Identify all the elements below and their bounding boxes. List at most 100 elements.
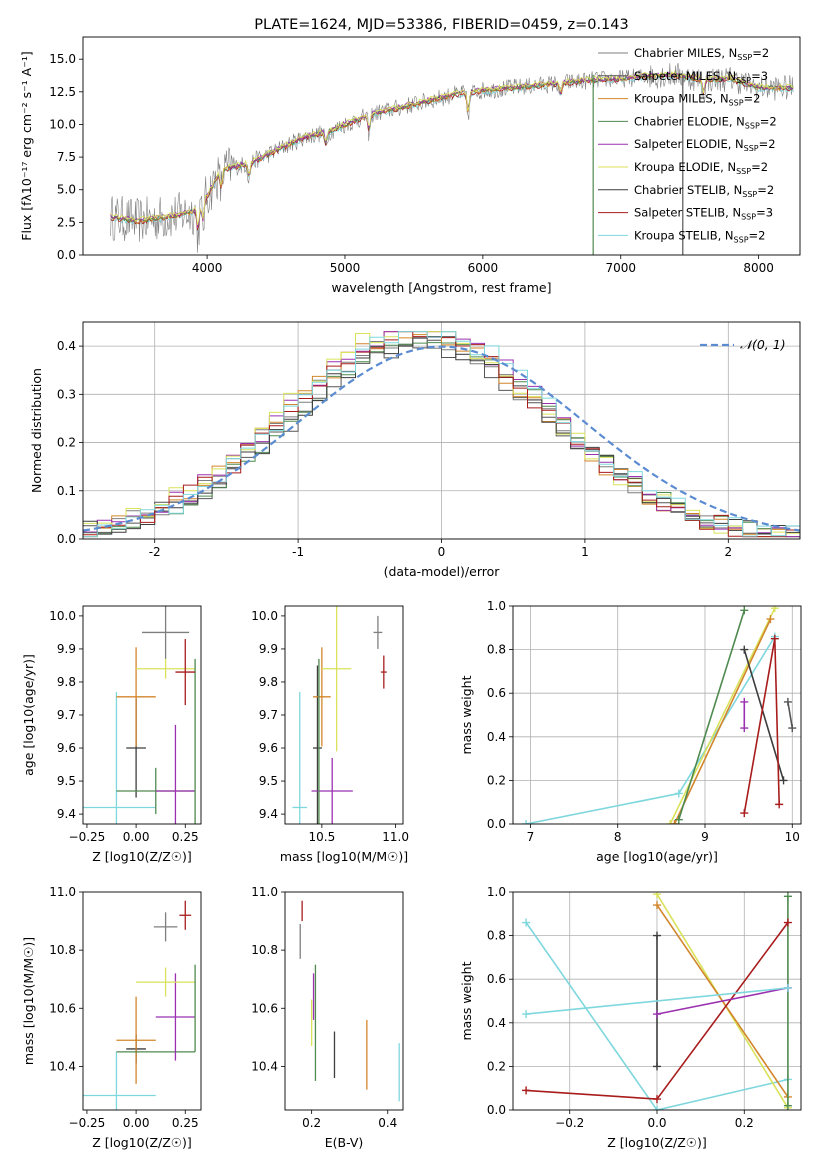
y-tick-label: 0.0 xyxy=(487,1103,506,1117)
y-tick-label: 0.4 xyxy=(487,1016,506,1030)
y-tick-label: 12.5 xyxy=(49,85,76,99)
errorbar-point xyxy=(179,900,192,930)
x-axis-label: E(B-V) xyxy=(325,1135,364,1150)
legend-label-text: Salpeter STELIB, N xyxy=(634,206,741,220)
weight-marker xyxy=(522,1086,531,1095)
legend-label: Kroupa MILES, NSSP=2 xyxy=(634,92,760,108)
y-tick-label: 9.8 xyxy=(57,675,76,689)
legend-label: 𝒩(0, 1) xyxy=(740,337,786,352)
weight-marker xyxy=(740,809,749,818)
weight-line xyxy=(673,618,772,824)
errorbar-point xyxy=(142,606,190,659)
x-tick-label: 10.5 xyxy=(309,830,336,844)
legend-label-value: =2 xyxy=(744,92,761,106)
errorbar-point xyxy=(116,996,156,1084)
y-axis-label: mass weight xyxy=(459,961,474,1040)
y-tick-label: 0.6 xyxy=(487,972,506,986)
weight-line xyxy=(656,987,789,1015)
weight-marker xyxy=(783,697,792,706)
y-tick-label: 9.8 xyxy=(259,675,278,689)
legend-label: Kroupa STELIB, NSSP=2 xyxy=(634,228,765,244)
normal-curve xyxy=(83,345,800,532)
weight-marker xyxy=(653,901,661,910)
y-tick-label: 0.0 xyxy=(57,248,76,262)
weight-line xyxy=(669,607,776,824)
legend-label-sub: SSP xyxy=(729,99,744,108)
weight-line xyxy=(678,610,746,820)
plot-area xyxy=(513,606,801,824)
weight-marker xyxy=(674,789,683,798)
x-tick-label: 6000 xyxy=(468,261,499,275)
axes-frame xyxy=(82,36,801,256)
y-tick-label: 9.7 xyxy=(57,708,76,722)
plot-area xyxy=(513,892,801,1110)
errorbar-point xyxy=(83,691,156,824)
y-tick-label: 9.4 xyxy=(259,807,278,821)
x-axis-label: (data-model)/error xyxy=(384,564,501,579)
weight-marker xyxy=(653,1106,661,1110)
x-tick-label: 7 xyxy=(527,830,535,844)
y-axis-label: Normed distribution xyxy=(29,368,44,493)
errorbar-point xyxy=(313,665,322,824)
weight-marker xyxy=(653,1095,661,1104)
x-tick-label: -2 xyxy=(149,545,161,559)
legend-label: Chabrier STELIB, NSSP=2 xyxy=(634,183,774,199)
legend-label-text: Chabrier ELODIE, N xyxy=(634,114,745,128)
legend-label: Chabrier MILES, NSSP=2 xyxy=(634,46,769,62)
weight-line xyxy=(526,987,788,1015)
y-tick-label: 0.2 xyxy=(487,773,506,787)
y-tick-label: 10.4 xyxy=(49,1059,76,1073)
legend-label-text: Salpeter MILES, N xyxy=(634,69,736,83)
y-axis-label: mass weight xyxy=(459,675,474,754)
weight-marker xyxy=(522,1010,531,1019)
plot-area xyxy=(83,606,196,824)
x-tick-label: 9 xyxy=(701,830,709,844)
y-tick-label: 10.0 xyxy=(251,609,278,623)
x-tick-label: 10 xyxy=(785,830,800,844)
legend-label: Salpeter STELIB, NSSP=3 xyxy=(634,206,773,222)
legend-label-value: =2 xyxy=(751,160,768,174)
y-tick-label: 0.3 xyxy=(57,387,76,401)
legend-label-value: =2 xyxy=(752,46,769,60)
y-tick-label: 0.0 xyxy=(487,817,506,831)
axes-frame xyxy=(82,891,202,1111)
y-tick-label: 0.8 xyxy=(487,643,506,657)
legend-label-value: =3 xyxy=(756,206,773,220)
errorbar-point xyxy=(116,647,156,747)
legend-label-text: Salpeter ELODIE, N xyxy=(634,137,744,151)
y-tick-label: 10.8 xyxy=(251,943,278,957)
legend-label-text: Kroupa STELIB, N xyxy=(634,228,734,242)
weight-marker xyxy=(740,606,749,615)
y-tick-label: 9.6 xyxy=(57,741,76,755)
x-tick-label: 7000 xyxy=(605,261,636,275)
legend-label-text: Chabrier MILES, N xyxy=(634,46,737,60)
x-axis-label: Z [log10(Z/Z☉)] xyxy=(607,1135,707,1150)
errorbar-point xyxy=(292,691,308,824)
x-tick-label: −0.25 xyxy=(69,1116,106,1130)
weight-marker xyxy=(783,918,792,927)
weight-line xyxy=(525,636,776,824)
errorbar-point xyxy=(380,655,387,689)
weight-marker xyxy=(766,615,775,624)
y-tick-label: 9.9 xyxy=(57,642,76,656)
plot-area xyxy=(83,322,800,539)
axes-weight-vs-Z: −0.2 0.0 0.2 0.0 0.2 0.4 0.6 0.8 1.0 Z [log10(Z/Z… xyxy=(459,885,802,1150)
x-tick-label: 8 xyxy=(614,830,622,844)
y-tick-label: 15.0 xyxy=(49,52,76,66)
axes-age-vs-mass: 10.5 11.0 9.4 9.5 9.6 9.7 9.8 9.9 10.0 mass [log1… xyxy=(251,605,409,864)
legend-label-sub: SSP xyxy=(742,190,757,199)
x-tick-label: 8000 xyxy=(743,261,774,275)
axes-mass-vs-ebv: 0.2 0.4 10.4 10.6 10.8 11.0 E(B-V) xyxy=(251,885,404,1150)
plot-area xyxy=(299,900,400,1102)
x-tick-label: 0.2 xyxy=(302,1116,321,1130)
weight-marker xyxy=(788,724,797,733)
errorbar-point xyxy=(373,615,383,649)
weight-marker xyxy=(783,892,792,901)
axes-age-vs-Z: −0.25 0.00 0.25 9.4 9.5 9.6 9.7 9.8 9.9 10.0 Z [lo… xyxy=(21,605,202,864)
axes-frame xyxy=(512,605,802,825)
legend-label-text: Kroupa MILES, N xyxy=(634,92,729,106)
y-tick-label: 11.0 xyxy=(251,885,278,899)
weight-marker xyxy=(783,983,792,992)
